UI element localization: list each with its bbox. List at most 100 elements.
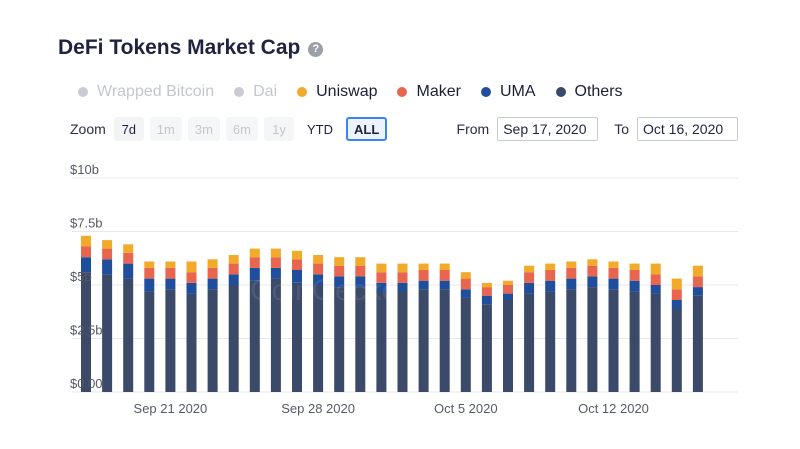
bar-uniswap-6[interactable] — [207, 259, 218, 268]
bar-uniswap-0[interactable] — [81, 235, 91, 247]
bar-uniswap-23[interactable] — [566, 261, 577, 268]
bar-uniswap-7[interactable] — [228, 255, 239, 264]
bar-uniswap-12[interactable] — [334, 257, 345, 266]
bar-uniswap-29[interactable] — [692, 265, 703, 277]
bar-uma-16[interactable] — [418, 280, 429, 290]
bar-maker-22[interactable] — [545, 270, 556, 281]
bar-maker-4[interactable] — [165, 267, 176, 279]
bar-others-6[interactable] — [207, 289, 218, 392]
bar-uma-10[interactable] — [292, 270, 302, 283]
legend-item-uma[interactable]: UMA — [480, 83, 536, 101]
bar-others-5[interactable] — [186, 293, 197, 392]
bar-maker-20[interactable] — [503, 285, 513, 294]
legend-item-others[interactable]: Others — [555, 83, 623, 101]
bar-others-10[interactable] — [292, 282, 302, 392]
bar-uma-19[interactable] — [481, 295, 492, 305]
bar-maker-29[interactable] — [692, 276, 703, 288]
bar-uniswap-5[interactable] — [186, 261, 197, 273]
bar-uniswap-2[interactable] — [123, 244, 134, 253]
bar-uniswap-10[interactable] — [292, 250, 302, 260]
bar-uniswap-28[interactable] — [671, 278, 682, 290]
bar-uma-25[interactable] — [608, 278, 619, 290]
bar-uniswap-17[interactable] — [439, 263, 450, 270]
bar-maker-16[interactable] — [418, 270, 429, 281]
bar-maker-5[interactable] — [186, 272, 197, 283]
bar-others-27[interactable] — [650, 293, 661, 392]
bar-maker-25[interactable] — [608, 267, 619, 279]
bar-uniswap-19[interactable] — [481, 282, 492, 288]
bar-others-21[interactable] — [524, 293, 535, 392]
zoom-3m-button[interactable]: 3m — [187, 117, 220, 141]
bar-others-0[interactable] — [81, 272, 91, 392]
bar-others-1[interactable] — [102, 274, 113, 392]
bar-others-18[interactable] — [460, 297, 471, 392]
bar-uniswap-3[interactable] — [144, 261, 155, 268]
legend-item-dai[interactable]: Dai — [234, 83, 277, 101]
bar-others-29[interactable] — [692, 295, 703, 392]
legend-item-wrapped-bitcoin[interactable]: Wrapped Bitcoin — [78, 83, 214, 101]
bar-maker-12[interactable] — [334, 265, 345, 277]
bar-others-12[interactable] — [334, 287, 345, 392]
bar-uma-13[interactable] — [355, 276, 366, 288]
bar-uniswap-26[interactable] — [629, 263, 640, 270]
bar-uma-1[interactable] — [102, 259, 113, 275]
bar-others-7[interactable] — [228, 285, 239, 392]
bar-uma-12[interactable] — [334, 276, 345, 288]
zoom-7d-button[interactable]: 7d — [113, 117, 144, 141]
bar-uniswap-22[interactable] — [545, 263, 556, 270]
bar-maker-26[interactable] — [629, 270, 640, 281]
bar-maker-23[interactable] — [566, 267, 577, 279]
bar-uma-5[interactable] — [186, 282, 197, 294]
bar-uma-6[interactable] — [207, 278, 218, 290]
bar-uma-0[interactable] — [81, 257, 91, 273]
bar-others-11[interactable] — [313, 285, 324, 392]
bar-others-14[interactable] — [376, 291, 387, 392]
bar-others-25[interactable] — [608, 289, 619, 392]
bar-uma-29[interactable] — [692, 287, 703, 296]
bar-maker-18[interactable] — [460, 278, 471, 290]
bar-maker-9[interactable] — [270, 257, 281, 268]
bar-uma-14[interactable] — [376, 282, 387, 292]
bar-maker-21[interactable] — [524, 272, 535, 283]
bar-uma-22[interactable] — [545, 280, 556, 292]
bar-maker-13[interactable] — [355, 265, 366, 277]
bar-maker-19[interactable] — [481, 287, 492, 296]
bar-uma-11[interactable] — [313, 274, 324, 285]
bar-uma-8[interactable] — [249, 267, 260, 281]
bar-others-13[interactable] — [355, 287, 366, 392]
legend-item-uniswap[interactable]: Uniswap — [297, 83, 377, 101]
bar-others-9[interactable] — [270, 278, 281, 392]
bar-maker-6[interactable] — [207, 267, 218, 279]
bar-uniswap-25[interactable] — [608, 261, 619, 268]
bar-others-8[interactable] — [249, 280, 260, 392]
bar-maker-17[interactable] — [439, 270, 450, 281]
bar-uma-17[interactable] — [439, 280, 450, 290]
bar-others-28[interactable] — [671, 308, 682, 393]
bar-uma-3[interactable] — [144, 278, 155, 292]
to-date-input[interactable] — [637, 117, 738, 141]
bar-uniswap-21[interactable] — [524, 265, 535, 273]
zoom-1y-button[interactable]: 1y — [263, 117, 294, 141]
bar-others-20[interactable] — [503, 300, 513, 392]
zoom-6m-button[interactable]: 6m — [225, 117, 258, 141]
bar-uniswap-18[interactable] — [460, 272, 471, 279]
bar-uniswap-1[interactable] — [102, 240, 113, 249]
bar-maker-14[interactable] — [376, 272, 387, 283]
bar-uma-4[interactable] — [165, 278, 176, 290]
bar-uma-9[interactable] — [270, 267, 281, 279]
bar-uma-26[interactable] — [629, 280, 640, 292]
bar-uma-27[interactable] — [650, 285, 661, 294]
bar-maker-15[interactable] — [397, 272, 408, 283]
bar-uma-18[interactable] — [460, 289, 471, 298]
bar-others-16[interactable] — [418, 289, 429, 392]
bar-uniswap-8[interactable] — [249, 248, 260, 258]
bar-uma-21[interactable] — [524, 282, 535, 294]
bar-uniswap-14[interactable] — [376, 263, 387, 273]
from-date-input[interactable] — [497, 117, 599, 141]
legend-item-maker[interactable]: Maker — [397, 83, 461, 101]
bar-maker-27[interactable] — [650, 274, 661, 285]
bar-uniswap-13[interactable] — [355, 257, 366, 266]
bar-others-17[interactable] — [439, 289, 450, 392]
bar-maker-0[interactable] — [81, 246, 91, 258]
help-icon[interactable]: ? — [308, 41, 324, 57]
